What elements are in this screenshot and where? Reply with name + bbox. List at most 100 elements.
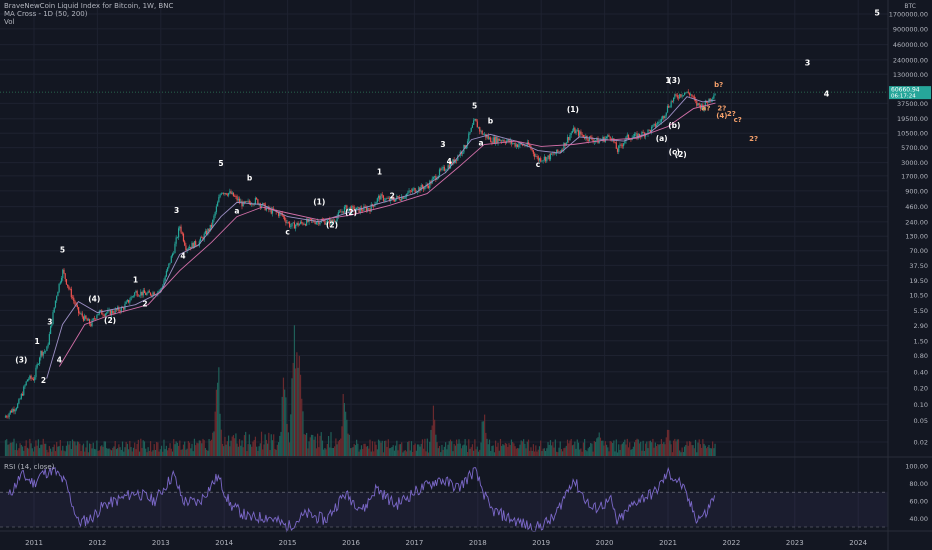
volume-bar	[624, 439, 626, 456]
volume-bar	[295, 368, 297, 456]
volume-bar	[518, 448, 520, 456]
volume-bar	[680, 452, 682, 456]
candle-body	[685, 92, 687, 94]
volume-bar	[636, 438, 638, 456]
volume-bar	[442, 449, 444, 456]
volume-bar	[75, 445, 77, 456]
candle-body	[475, 118, 477, 122]
candle-body	[513, 142, 515, 144]
volume-bar	[302, 411, 304, 456]
candle-body	[449, 162, 452, 169]
candle-body	[39, 357, 41, 365]
ma-cross-label[interactable]: MA Cross - 1D (50, 200)	[4, 10, 88, 18]
volume-bar	[673, 440, 675, 456]
volume-bar	[541, 451, 543, 456]
candle-body	[60, 277, 63, 283]
candle-body	[418, 187, 420, 192]
volume-bar	[104, 441, 107, 456]
candle-body	[666, 106, 669, 113]
volume-bar	[416, 444, 419, 456]
x-tick-label: 2015	[279, 539, 297, 547]
candle-body	[164, 276, 166, 281]
candle-body	[516, 144, 519, 148]
candle-body	[627, 134, 630, 139]
candle-body	[88, 319, 91, 324]
candle-body	[304, 224, 307, 226]
candle-body	[665, 112, 667, 116]
volume-bar	[147, 447, 149, 456]
candle-body	[97, 313, 99, 316]
volume-bar	[485, 432, 487, 456]
volume-bar	[384, 440, 386, 456]
volume-bar	[659, 444, 661, 456]
volume-bar	[490, 451, 492, 456]
volume-bar	[675, 441, 677, 456]
volume-bar	[536, 451, 538, 456]
candle-body	[580, 131, 582, 135]
candle-body	[56, 296, 58, 301]
volume-bar	[516, 448, 519, 456]
symbol-title[interactable]: BraveNewCoin Liquid Index for Bitcoin, 1…	[4, 2, 174, 10]
candle-body	[34, 377, 36, 381]
candle-body	[535, 156, 537, 157]
candle-body	[76, 305, 79, 308]
candle-body	[214, 212, 216, 216]
volume-bar	[217, 382, 219, 456]
volume-bar	[398, 444, 400, 456]
price-candles[interactable]	[0, 89, 888, 420]
rsi-pane[interactable]	[0, 466, 888, 533]
candle-body	[236, 196, 238, 201]
volume-bar	[149, 441, 152, 456]
elliott-wave-labels: (3)12345(4)(2)12345abc(1)(2)(2)12345abc(…	[15, 8, 880, 384]
candle-body	[341, 211, 343, 213]
wave-label: c	[285, 227, 289, 236]
volume-bar	[93, 448, 96, 456]
wave-label: (b)	[668, 121, 680, 130]
candle-body	[138, 295, 141, 297]
candle-body	[178, 228, 180, 238]
candle-body	[223, 193, 225, 194]
y-tick-label: 130.00	[905, 233, 928, 241]
candle-body	[620, 144, 622, 146]
candle-body	[683, 92, 686, 96]
rsi-tick-label: 100.00	[905, 463, 928, 471]
candle-body	[630, 139, 632, 140]
volume-bar	[92, 442, 94, 456]
wave-label-alt: 2?	[749, 135, 758, 143]
candle-body	[395, 198, 397, 202]
volume-bar	[501, 445, 503, 456]
volume-bar	[171, 451, 174, 456]
volume-bar	[357, 443, 359, 456]
candle-body	[362, 210, 364, 211]
candle-body	[153, 292, 155, 296]
volume-bar	[621, 443, 624, 456]
volume-bar	[488, 439, 491, 456]
candle-body	[398, 197, 400, 200]
y-tick-label: 900.00	[905, 187, 928, 195]
volume-bar	[388, 448, 391, 456]
candle-body	[51, 324, 53, 327]
volume-bar	[51, 451, 53, 456]
volume-bar	[473, 450, 475, 456]
candle-body	[713, 95, 715, 99]
volume-bar	[429, 441, 431, 456]
volume-bar	[153, 444, 155, 456]
y-tick-label: 460.00	[905, 203, 928, 211]
volume-label[interactable]: Vol	[4, 18, 15, 26]
volume-bar	[524, 443, 526, 456]
volume-bar	[581, 451, 583, 456]
volume-bar	[395, 445, 397, 456]
rsi-band	[0, 492, 888, 527]
rsi-label[interactable]: RSI (14, close)	[4, 463, 55, 471]
candle-body	[626, 134, 628, 137]
candle-body	[192, 242, 194, 249]
candle-body	[414, 188, 416, 193]
volume-bar	[224, 436, 226, 456]
candle-body	[623, 143, 625, 147]
volume-bar	[614, 451, 616, 456]
volume-bar	[323, 449, 325, 456]
volume-bar	[30, 443, 32, 456]
volume-bar	[114, 441, 116, 456]
volume-bar	[607, 447, 609, 456]
